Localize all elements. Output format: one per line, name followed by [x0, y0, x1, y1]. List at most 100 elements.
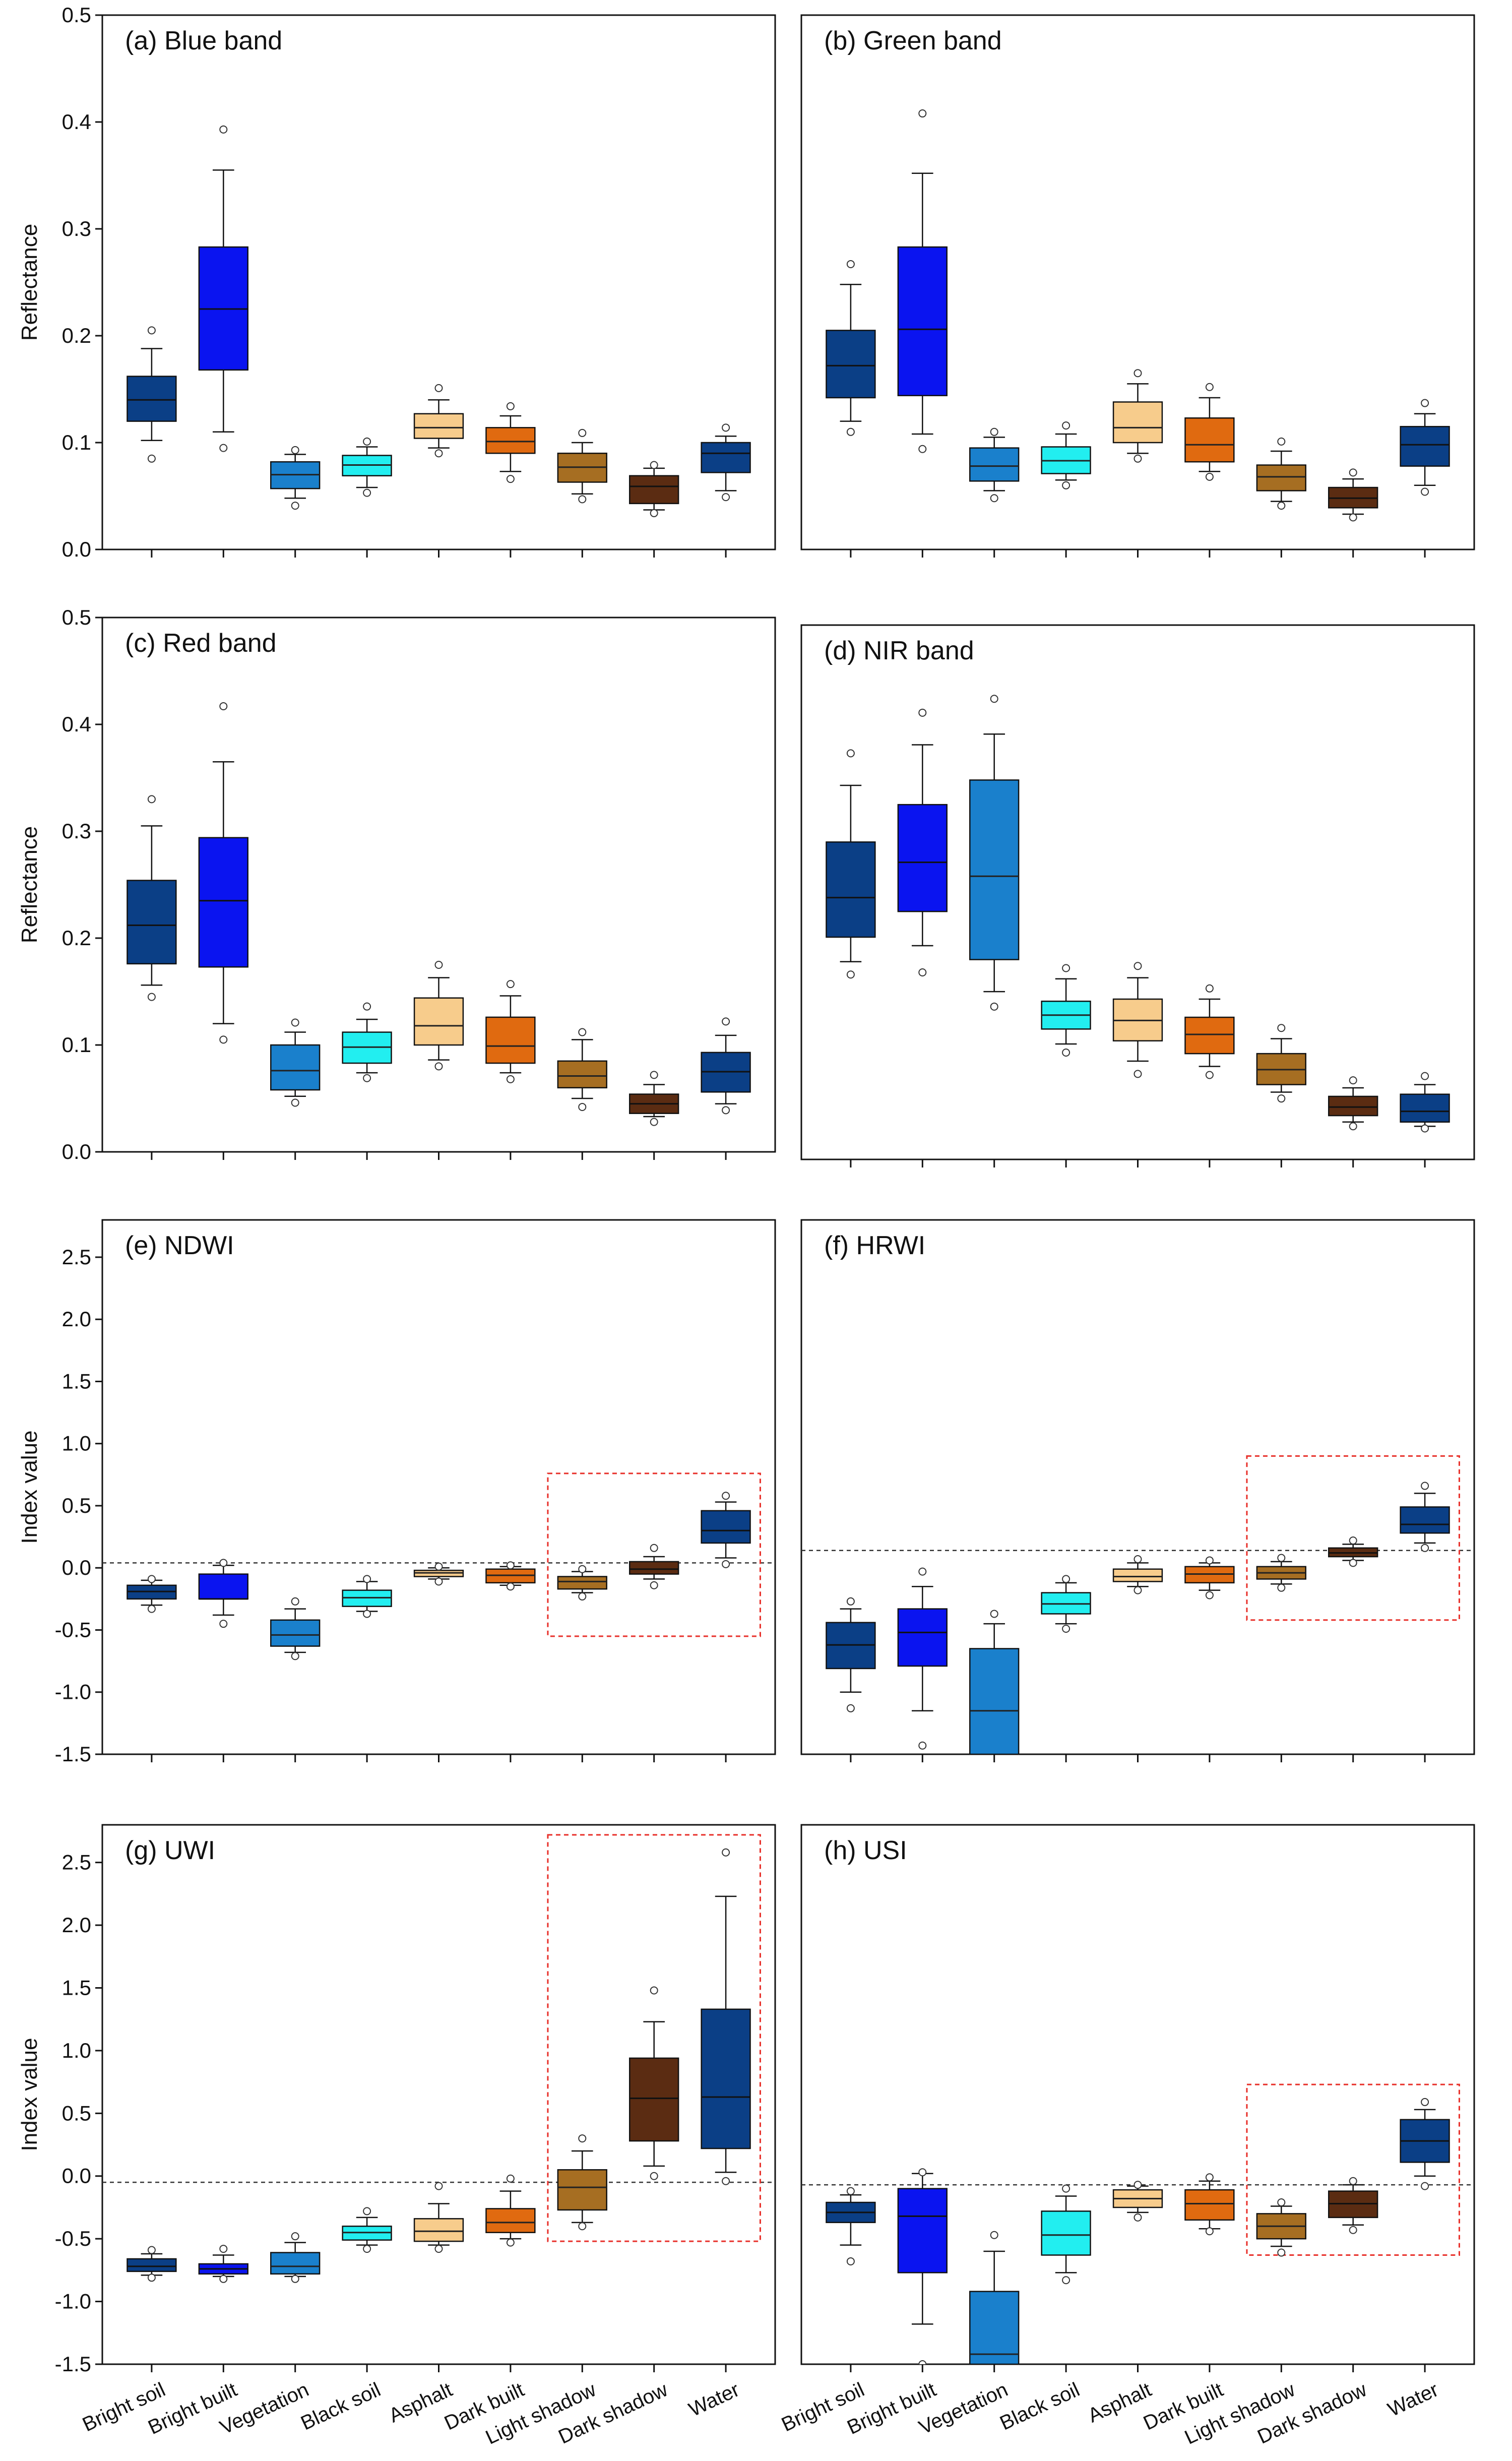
outlier-point — [147, 2246, 156, 2254]
outlier-point — [1349, 513, 1357, 522]
outlier-point — [1062, 421, 1070, 430]
panel-b: (b) Green band — [800, 14, 1475, 558]
outlier-point — [506, 980, 515, 989]
y-tick-label: 2.5 — [62, 1245, 91, 1269]
outlier-point — [918, 2168, 927, 2177]
x-category-label: Black soil — [297, 2378, 384, 2434]
box-dark-built — [1184, 1016, 1235, 1055]
outlier-point — [147, 1575, 156, 1583]
outlier-point — [219, 1620, 228, 1628]
panel-c: (c) Red band Reflectance 0.0 0.1 0.2 0.3 0.4 0.… — [17, 605, 776, 1163]
outlier-point — [722, 1492, 730, 1500]
boxes-group — [826, 2098, 1450, 2364]
outlier-point — [1205, 1071, 1214, 1079]
outlier-point — [363, 1610, 371, 1618]
outlier-point — [291, 502, 299, 510]
boxes-group — [826, 109, 1450, 522]
outlier-point — [1133, 1070, 1142, 1078]
outlier-point — [506, 2238, 515, 2247]
y-tick-label: 0.5 — [62, 1494, 91, 1517]
box-water — [1400, 425, 1450, 467]
outlier-point — [506, 1561, 515, 1570]
outlier-point — [1277, 2198, 1286, 2206]
outlier-point — [363, 1074, 371, 1082]
box-black-soil — [1041, 2210, 1091, 2256]
y-tick-label: 1.5 — [62, 1369, 91, 1393]
outlier-point — [147, 454, 156, 463]
outlier-point — [219, 2274, 228, 2283]
outlier-point — [219, 1559, 228, 1567]
panel-e: (e) NDWI Index value -1.5 -1.0 -0.5 0.0 0.5 1.0… — [17, 1219, 776, 1766]
outlier-point — [918, 1741, 927, 1750]
y-tick-label: 2.0 — [62, 1913, 91, 1937]
outlier-point — [1205, 984, 1214, 993]
outlier-point — [363, 2207, 371, 2216]
outlier-point — [1133, 369, 1142, 378]
box-bright-built — [897, 1608, 948, 1667]
box-vegetation — [969, 1648, 1020, 1754]
outlier-point — [506, 1582, 515, 1591]
outlier-point — [1421, 1072, 1429, 1080]
outlier-point — [219, 2245, 228, 2253]
y-tick-label: -1.0 — [55, 2290, 91, 2313]
outlier-point — [506, 402, 515, 410]
outlier-point — [578, 2134, 587, 2143]
x-category-label: Black soil — [996, 2378, 1083, 2434]
outlier-point — [506, 1075, 515, 1083]
outlier-point — [1205, 383, 1214, 391]
outlier-point — [1277, 2248, 1286, 2257]
y-tick-label: 0.0 — [62, 1556, 91, 1579]
outlier-point — [291, 446, 299, 454]
box-vegetation — [270, 2252, 321, 2275]
outlier-point — [846, 2187, 855, 2195]
outlier-point — [918, 708, 927, 717]
y-tick-label: 0.3 — [62, 217, 91, 240]
outlier-point — [1349, 1536, 1357, 1545]
outlier-point — [1421, 1544, 1429, 1552]
y-tick-label: -1.0 — [55, 1680, 91, 1704]
outlier-point — [1349, 1076, 1357, 1085]
panel-d: (d) NIR band — [800, 624, 1475, 1167]
boxes-group — [127, 1492, 751, 1660]
y-tick-label: -1.5 — [55, 1742, 91, 1766]
outlier-point — [650, 509, 658, 517]
panel-title: (b) Green band — [824, 26, 1002, 55]
box-vegetation — [270, 1044, 321, 1091]
outlier-point — [650, 1071, 658, 1079]
boxes-group — [826, 695, 1450, 1133]
box-dark-shadow — [629, 1561, 679, 1575]
y-axis-label: Reflectance — [17, 224, 42, 341]
box-bright-soil — [127, 2258, 177, 2272]
outlier-point — [434, 449, 443, 458]
outlier-point — [291, 2232, 299, 2241]
box-bright-soil — [826, 330, 876, 399]
box-dark-built — [1184, 417, 1235, 463]
outlier-point — [1277, 502, 1286, 510]
y-tick-label: 0.4 — [62, 712, 91, 736]
box-water — [701, 2008, 751, 2149]
panel-title: (e) NDWI — [125, 1231, 234, 1260]
y-tick-label: 0.4 — [62, 110, 91, 134]
y-axis-label: Reflectance — [17, 826, 42, 943]
outlier-point — [434, 1577, 443, 1586]
y-tick-label: -0.5 — [55, 2227, 91, 2250]
outlier-point — [1277, 1554, 1286, 1562]
outlier-point — [506, 2174, 515, 2183]
outlier-point — [990, 427, 998, 436]
panel-title: (c) Red band — [125, 629, 277, 658]
outlier-point — [147, 326, 156, 335]
panel-title: (a) Blue band — [125, 26, 282, 55]
outlier-point — [578, 2222, 587, 2231]
outlier-point — [1062, 1049, 1070, 1057]
outlier-point — [147, 2273, 156, 2282]
outlier-point — [1133, 2181, 1142, 2189]
outlier-point — [1133, 962, 1142, 970]
outlier-point — [219, 1035, 228, 1044]
outlier-point — [363, 2245, 371, 2253]
y-tick-label: 0.2 — [62, 926, 91, 950]
box-light-shadow — [557, 1576, 607, 1590]
outlier-point — [578, 1028, 587, 1036]
outlier-point — [1277, 437, 1286, 446]
outlier-point — [578, 1592, 587, 1601]
